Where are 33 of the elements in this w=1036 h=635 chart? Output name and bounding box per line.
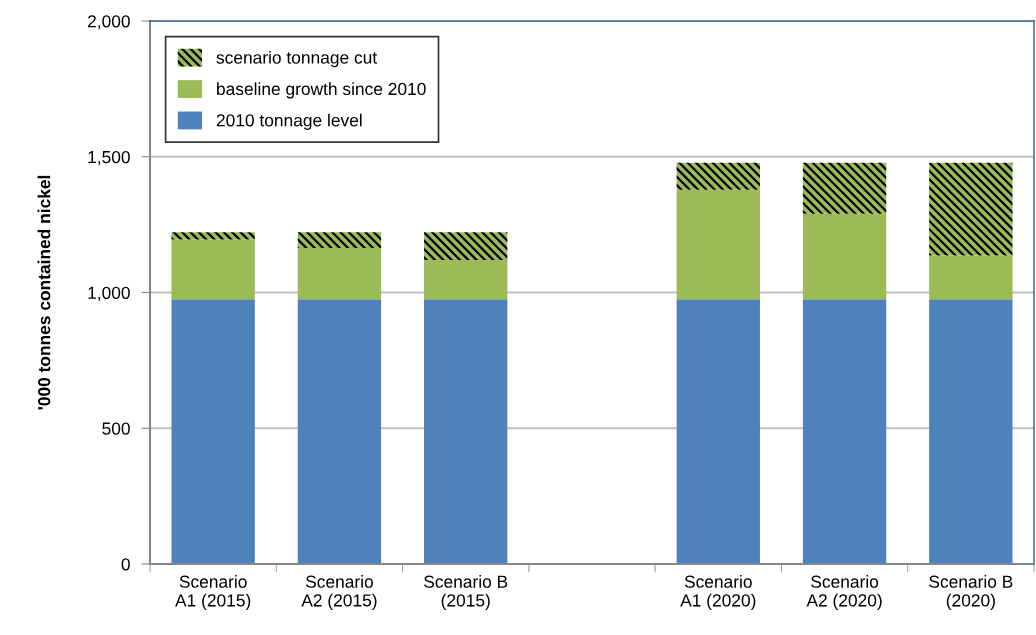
- legend-label: scenario tonnage cut: [216, 50, 378, 68]
- y-tick-label: 1,500: [88, 150, 130, 166]
- legend-label: baseline growth since 2010: [217, 82, 426, 99]
- bar: [297, 299, 382, 564]
- bar: [424, 259, 508, 300]
- bar: [297, 247, 382, 300]
- bar: [802, 299, 887, 564]
- y-tick-label: 1,000: [88, 286, 130, 302]
- y-axis-title: '000 tonnes contained nickel: [37, 175, 51, 410]
- y-tick-label: 0: [121, 558, 130, 571]
- bar: [929, 255, 1013, 300]
- x-tick-label: Scenario A2 (2015): [301, 575, 377, 610]
- y-tick-label: 2,000: [87, 15, 130, 30]
- x-tick-label: Scenario B (2015): [424, 575, 508, 610]
- bar: [802, 213, 887, 300]
- bar: [929, 299, 1013, 564]
- bar: [171, 239, 255, 300]
- bar: [297, 232, 382, 248]
- y-tick-label: 500: [102, 422, 130, 435]
- bar: [424, 299, 508, 564]
- bar: [424, 232, 508, 260]
- bar: [171, 299, 255, 564]
- bar: [676, 299, 760, 564]
- x-tick-label: Scenario A2 (2020): [806, 575, 882, 610]
- bar: [929, 162, 1013, 256]
- bar: [171, 232, 255, 240]
- x-tick-label: Scenario A1 (2020): [680, 575, 756, 610]
- x-tick-label: Scenario B (2020): [929, 575, 1013, 610]
- x-tick-label: Scenario A1 (2015): [175, 575, 251, 610]
- bar: [676, 162, 760, 190]
- bar: [802, 162, 887, 214]
- bar: [676, 189, 760, 300]
- legend-label: 2010 tonnage level: [216, 113, 362, 130]
